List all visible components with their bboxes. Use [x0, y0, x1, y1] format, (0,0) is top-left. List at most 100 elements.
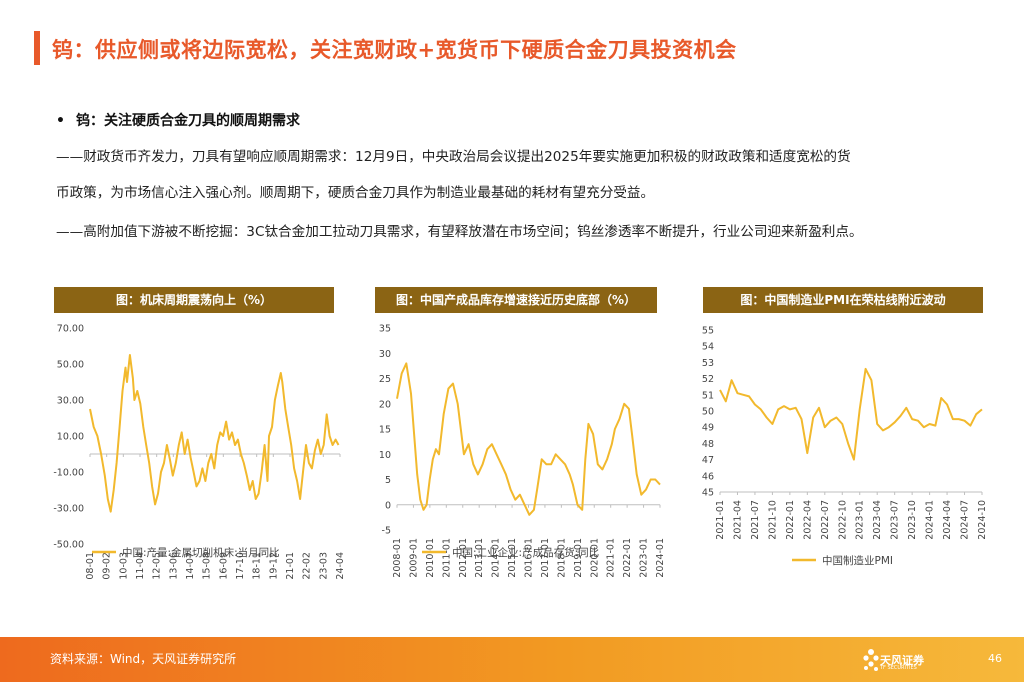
- chart-1-title: 图：机床周期震荡向上（%）: [54, 287, 334, 313]
- slide-title: 钨：供应侧或将边际宽松，关注宽财政+宽货币下硬质合金刀具投资机会: [52, 38, 737, 62]
- x-tick-label: 2012-05: [152, 552, 163, 580]
- paragraph-1-line-2: 币政策，为市场信心注入强心剂。顺周期下，硬质合金刀具作为制造业最基础的耗材有望充…: [56, 185, 655, 201]
- y-tick-label: 5: [385, 475, 391, 486]
- y-tick-label: 45: [702, 488, 714, 499]
- x-tick-label: 2011-04: [135, 552, 146, 580]
- x-tick-label: 2024-04: [942, 500, 953, 540]
- x-tick-label: 2023-07: [890, 500, 901, 540]
- x-tick-label: 2022-01: [622, 538, 633, 578]
- y-tick-label: 30: [379, 349, 391, 360]
- y-tick-label: 10: [379, 450, 391, 461]
- x-tick-label: 2013-01: [474, 538, 485, 578]
- x-tick-label: 2023-01: [639, 538, 650, 578]
- bullet-heading-text: 钨：关注硬质合金刀具的顺周期需求: [76, 113, 300, 129]
- x-tick-label: 2023-10: [907, 500, 918, 540]
- x-tick-label: 2022-01: [785, 500, 796, 540]
- x-tick-label: 2022-02: [302, 552, 313, 580]
- x-tick-label: 2021-04: [732, 500, 743, 540]
- y-tick-label: 55: [702, 326, 714, 337]
- y-tick-label: 15: [379, 425, 391, 436]
- logo-subtext: TF SECURITIES: [880, 665, 917, 671]
- legend-label: 中国:产量:金属切削机床:当月同比: [122, 546, 280, 559]
- x-tick-label: 2021-10: [767, 500, 778, 540]
- series-line: [719, 367, 983, 461]
- chart-machine-tool: 70.0050.0030.0010.00-10.00-30.00-50.0020…: [53, 324, 346, 581]
- x-tick-label: 2017-01: [540, 538, 551, 578]
- y-tick-label: -50.00: [53, 540, 84, 551]
- x-tick-label: 2014-01: [491, 538, 502, 578]
- y-tick-label: 53: [702, 358, 714, 369]
- x-tick-label: 2024-07: [960, 500, 971, 540]
- chart-3-title: 图：中国制造业PMI在荣枯线附近波动: [703, 287, 983, 313]
- x-tick-label: 2019-12: [268, 552, 279, 580]
- y-tick-label: 0: [385, 500, 391, 511]
- page-number: 46: [988, 652, 1002, 665]
- x-tick-label: 2019-01: [573, 538, 584, 578]
- title-accent-bar: [34, 31, 40, 65]
- y-tick-label: -30.00: [53, 504, 84, 515]
- bullet-heading: • 钨：关注硬质合金刀具的顺周期需求: [56, 110, 300, 130]
- x-tick-label: 2024-01: [655, 538, 666, 578]
- x-tick-label: 2016-09: [218, 552, 229, 580]
- x-tick-label: 2021-01: [715, 500, 726, 540]
- y-tick-label: -10.00: [53, 468, 84, 479]
- x-tick-label: 2024-01: [925, 500, 936, 540]
- y-tick-label: 30.00: [57, 396, 84, 407]
- x-tick-label: 2023-04: [872, 500, 883, 540]
- x-tick-label: 2015-01: [507, 538, 518, 578]
- y-tick-label: 70.00: [57, 324, 84, 335]
- y-tick-label: -5: [382, 526, 391, 537]
- x-tick-label: 2015-08: [202, 552, 213, 580]
- x-tick-label: 2013-06: [168, 552, 179, 580]
- y-tick-label: 35: [379, 324, 391, 335]
- legend-label: 中国:工业企业:产成品存货:同比: [452, 546, 599, 559]
- paragraph-2: ——高附加值下游被不断挖掘：3C钛合金加工拉动刀具需求，有望释放潜在市场空间；钨…: [56, 224, 863, 240]
- x-tick-label: 2022-07: [820, 500, 831, 540]
- series-line: [396, 362, 661, 516]
- x-tick-label: 2024-10: [977, 500, 988, 540]
- x-tick-label: 2010-03: [118, 552, 129, 580]
- x-tick-label: 2021-01: [606, 538, 617, 578]
- y-tick-label: 10.00: [57, 432, 84, 443]
- y-tick-label: 25: [379, 374, 391, 385]
- x-tick-label: 2017-10: [235, 552, 246, 580]
- x-tick-label: 2012-01: [458, 538, 469, 578]
- y-tick-label: 50.00: [57, 360, 84, 371]
- logo-text: 天风证券: [880, 654, 924, 667]
- x-tick-label: 2020-01: [589, 538, 600, 578]
- x-tick-label: 2009-02: [102, 552, 113, 580]
- y-tick-label: 46: [702, 471, 714, 482]
- y-tick-label: 20: [379, 399, 391, 410]
- series-line: [89, 354, 340, 513]
- x-tick-label: 2023-03: [318, 552, 329, 580]
- y-tick-label: 50: [702, 407, 714, 418]
- x-tick-label: 2011-01: [441, 538, 452, 578]
- x-tick-label: 2022-10: [837, 500, 848, 540]
- x-tick-label: 2010-01: [425, 538, 436, 578]
- y-tick-label: 47: [702, 455, 714, 466]
- chart-2-title: 图：中国产成品库存增速接近历史底部（%）: [375, 287, 657, 313]
- x-tick-label: 2021-07: [750, 500, 761, 540]
- y-tick-label: 52: [702, 374, 714, 385]
- x-tick-label: 2008-01: [392, 538, 403, 578]
- x-tick-label: 2018-01: [556, 538, 567, 578]
- legend-label: 中国制造业PMI: [822, 554, 893, 567]
- paragraph-1-line-1: ——财政货币齐发力，刀具有望响应顺周期需求：12月9日，中央政治局会议提出202…: [56, 149, 851, 165]
- x-tick-label: 2021-01: [285, 552, 296, 580]
- x-tick-label: 2008-01: [85, 552, 96, 580]
- x-tick-label: 2009-01: [408, 538, 419, 578]
- tf-securities-logo-icon: [863, 649, 879, 671]
- x-tick-label: 2024-04: [335, 552, 346, 580]
- source-note: 资料来源：Wind，天风证券研究所: [50, 652, 237, 666]
- x-tick-label: 2023-01: [855, 500, 866, 540]
- x-tick-label: 2018-11: [252, 552, 263, 580]
- y-tick-label: 54: [702, 342, 714, 353]
- y-tick-label: 48: [702, 439, 714, 450]
- bullet-marker: •: [56, 113, 65, 129]
- y-tick-label: 51: [702, 390, 714, 401]
- x-tick-label: 2016-01: [524, 538, 535, 578]
- x-tick-label: 2014-07: [185, 552, 196, 580]
- x-tick-label: 2022-04: [802, 500, 813, 540]
